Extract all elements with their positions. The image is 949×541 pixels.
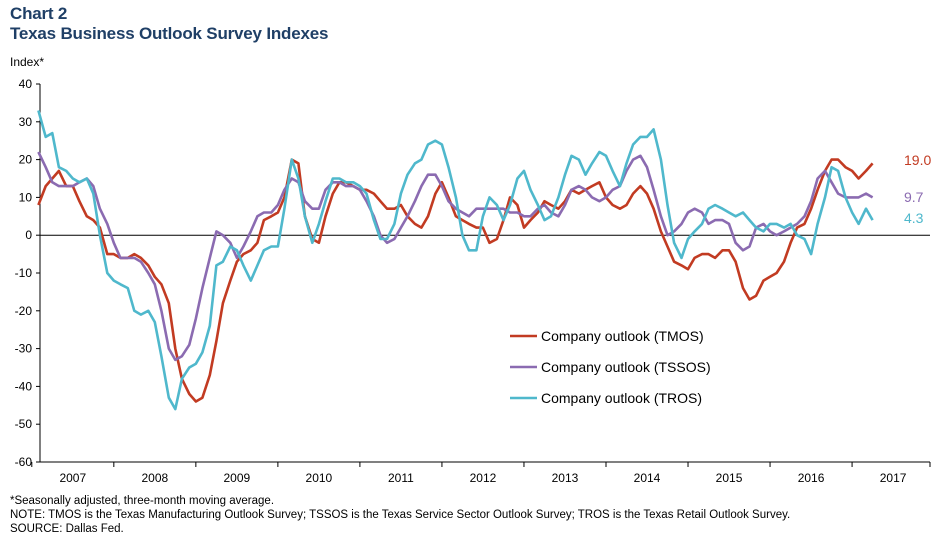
y-tick-label: -20 — [15, 304, 33, 318]
footnote: *Seasonally adjusted, three-month moving… — [10, 495, 275, 507]
y-tick-label: 40 — [19, 77, 33, 91]
y-tick-label: 30 — [19, 115, 33, 129]
y-tick-label: -60 — [15, 455, 33, 469]
x-tick-label: 2015 — [716, 471, 743, 485]
y-tick-label: -50 — [15, 417, 33, 431]
x-tick-label: 2014 — [634, 471, 661, 485]
y-tick-label: 20 — [19, 153, 33, 167]
x-tick-label: 2008 — [141, 471, 168, 485]
end-value-label: 4.3 — [904, 210, 924, 226]
y-tick-label: 0 — [25, 228, 32, 242]
chart-number: Chart 2 — [10, 4, 68, 23]
chart-title: Chart 2 Texas Business Outlook Survey In… — [10, 4, 328, 44]
chart-notes: *Seasonally adjusted, three-month moving… — [10, 494, 790, 536]
end-value-label: 19.0 — [904, 152, 931, 168]
legend-label: Company outlook (TROS) — [541, 390, 702, 406]
series-line-3 — [37, 110, 874, 411]
y-tick-label: -40 — [15, 379, 33, 393]
series-line-2 — [37, 151, 874, 362]
y-tick-label: -30 — [15, 342, 33, 356]
y-tick-label: -10 — [15, 266, 33, 280]
x-tick-label: 2012 — [470, 471, 497, 485]
source: SOURCE: Dallas Fed. — [10, 523, 124, 535]
x-tick-label: 2017 — [880, 471, 907, 485]
chart-heading: Texas Business Outlook Survey Indexes — [10, 24, 329, 43]
end-value-label: 9.7 — [904, 189, 924, 205]
y-tick-label: 10 — [19, 190, 33, 204]
x-tick-label: 2013 — [552, 471, 579, 485]
legend-label: Company outlook (TMOS) — [541, 328, 704, 344]
x-tick-label: 2016 — [798, 471, 825, 485]
x-tick-label: 2009 — [224, 471, 251, 485]
x-tick-label: 2010 — [306, 471, 333, 485]
legend-label: Company outlook (TSSOS) — [541, 359, 711, 375]
y-axis-label: Index* — [10, 55, 45, 69]
note: NOTE: TMOS is the Texas Manufacturing Ou… — [10, 509, 791, 521]
x-tick-label: 2011 — [388, 471, 414, 485]
x-tick-label: 2007 — [59, 471, 86, 485]
